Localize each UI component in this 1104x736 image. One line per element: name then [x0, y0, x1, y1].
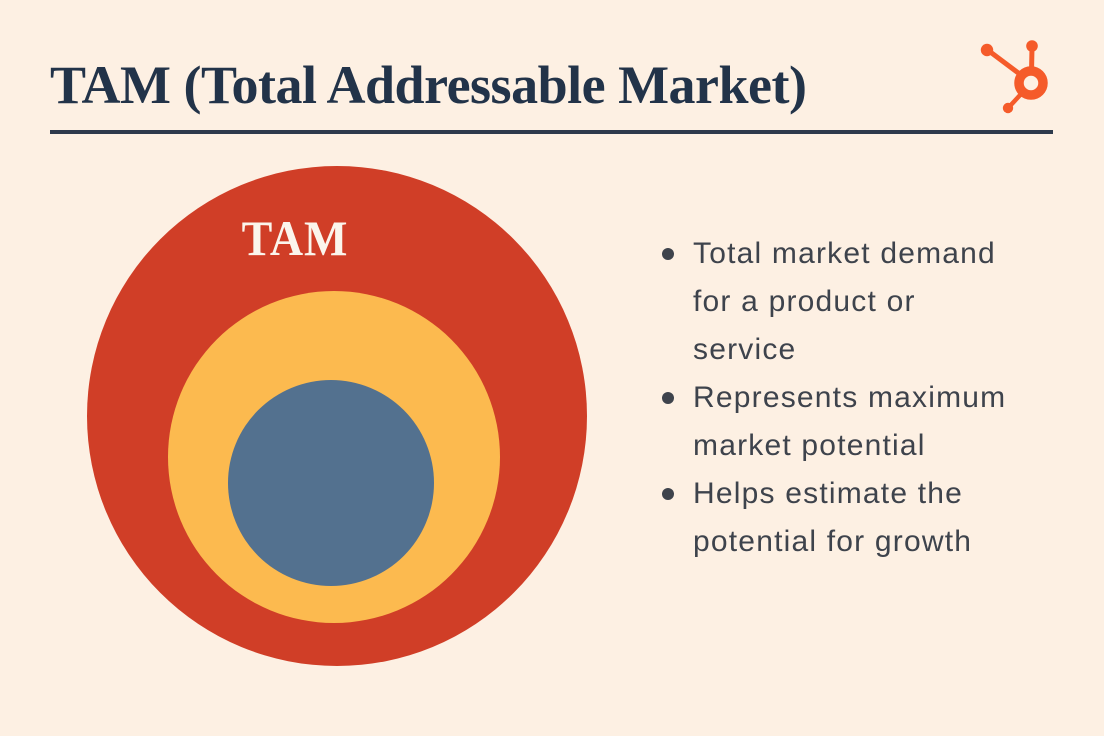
bullet-icon [662, 392, 674, 404]
bullet-text: Helps estimate the potential for growth [693, 470, 972, 566]
bullet-line: market potential [693, 429, 926, 462]
title-underline [50, 130, 1053, 134]
bullet-line: Total market demand [693, 237, 996, 270]
list-item: Total market demand for a product or ser… [662, 230, 1062, 374]
bullet-line: Helps estimate the [693, 477, 964, 510]
bullet-icon [662, 248, 674, 260]
bullet-list: Total market demand for a product or ser… [662, 230, 1062, 566]
bullet-line: for a product or [693, 285, 916, 318]
bullet-line: potential for growth [693, 525, 973, 558]
hubspot-sprocket-icon [980, 40, 1048, 114]
bullet-icon [662, 488, 674, 500]
bullet-text: Total market demand for a product or ser… [693, 230, 996, 374]
list-item: Helps estimate the potential for growth [662, 470, 1062, 566]
bullet-line: service [693, 333, 797, 366]
inner-circle [228, 380, 434, 586]
bullet-line: Represents maximum [693, 381, 1007, 414]
list-item: Represents maximum market potential [662, 374, 1062, 470]
page-title: TAM (Total Addressable Market) [50, 55, 807, 115]
tam-label: TAM [241, 210, 349, 266]
bullet-text: Represents maximum market potential [693, 374, 1006, 470]
